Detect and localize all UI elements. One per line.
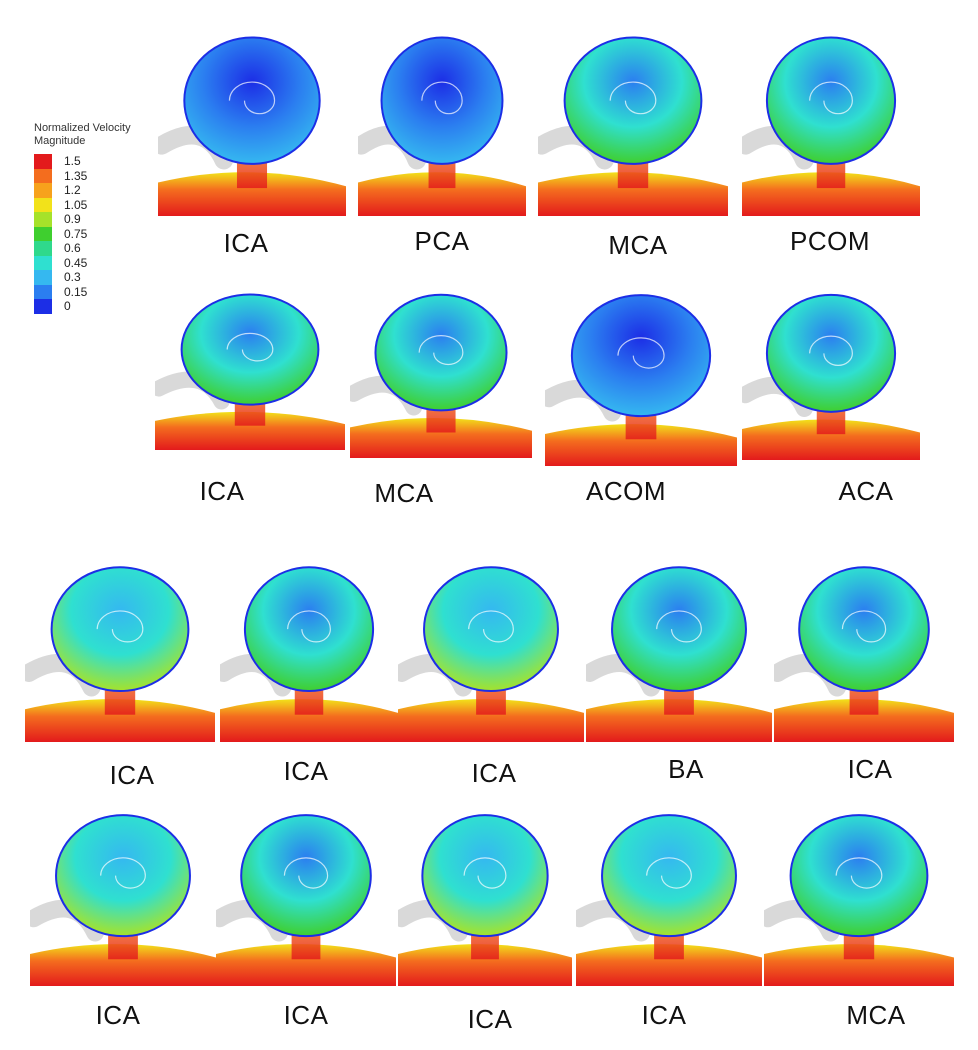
aneurysm-panel-10 bbox=[220, 560, 398, 742]
panel-label: ICA bbox=[847, 754, 893, 784]
aneurysm-panel-9 bbox=[25, 560, 215, 742]
aneurysm-panel-14 bbox=[30, 808, 216, 986]
velocity-rendering bbox=[398, 560, 584, 742]
panel-label: ICA bbox=[641, 1000, 687, 1030]
velocity-rendering bbox=[576, 808, 762, 986]
legend-value: 1.05 bbox=[64, 197, 88, 212]
legend-scale: 1.5 1.35 1.2 1.05 0.9 0.75 0.6 0.45 0.3 0.15 0 bbox=[34, 154, 174, 314]
velocity-rendering bbox=[358, 30, 526, 216]
aneurysm-panel-4 bbox=[742, 30, 920, 216]
legend-swatch bbox=[34, 284, 52, 299]
legend-swatch bbox=[34, 255, 52, 270]
velocity-rendering bbox=[742, 30, 920, 216]
legend-swatch bbox=[34, 226, 52, 241]
velocity-rendering bbox=[216, 808, 396, 986]
legend-entry: 1.35 bbox=[34, 168, 174, 183]
aneurysm-panel-12 bbox=[586, 560, 772, 742]
legend-entry: 0.9 bbox=[34, 212, 174, 227]
velocity-rendering bbox=[155, 288, 345, 450]
panel-label: ICA bbox=[283, 756, 329, 786]
legend-swatch bbox=[34, 183, 52, 198]
legend-value: 0.6 bbox=[64, 241, 81, 255]
panel-label: ACA bbox=[838, 476, 894, 506]
legend-entry: 0.3 bbox=[34, 270, 174, 285]
legend-entry: 1.2 bbox=[34, 183, 174, 198]
aneurysm-panel-3 bbox=[538, 30, 728, 216]
aneurysm-panel-5 bbox=[155, 288, 345, 450]
panel-label: ICA bbox=[95, 1000, 141, 1030]
panel-label: MCA bbox=[374, 478, 434, 508]
legend-entry: 0 bbox=[34, 299, 174, 314]
panel-label: PCOM bbox=[790, 226, 870, 256]
aneurysm-panel-8 bbox=[742, 288, 920, 460]
legend-value: 1.35 bbox=[64, 168, 88, 183]
panel-label: ICA bbox=[471, 758, 517, 788]
legend-value: 1.2 bbox=[64, 183, 81, 197]
panel-label: MCA bbox=[846, 1000, 906, 1030]
panel-label: PCA bbox=[414, 226, 470, 256]
velocity-rendering bbox=[350, 288, 532, 458]
aneurysm-panel-18 bbox=[764, 808, 954, 986]
aneurysm-panel-17 bbox=[576, 808, 762, 986]
panel-label: ICA bbox=[467, 1004, 513, 1034]
velocity-rendering bbox=[220, 560, 398, 742]
legend-value: 0.45 bbox=[64, 255, 88, 270]
legend-swatch bbox=[34, 212, 52, 227]
legend-entry: 0.45 bbox=[34, 255, 174, 270]
legend-value: 0 bbox=[64, 299, 71, 313]
panel-label: MCA bbox=[608, 230, 668, 260]
legend-swatch bbox=[34, 241, 52, 256]
aneurysm-panel-2 bbox=[358, 30, 526, 216]
legend-swatch bbox=[34, 168, 52, 183]
legend-swatch bbox=[34, 197, 52, 212]
aneurysm-panel-13 bbox=[774, 560, 954, 742]
panel-label: ICA bbox=[223, 228, 269, 258]
aneurysm-panel-16 bbox=[398, 808, 572, 986]
panel-label: ACOM bbox=[586, 476, 666, 506]
aneurysm-panel-7 bbox=[545, 288, 737, 466]
legend-value: 0.3 bbox=[64, 270, 81, 284]
velocity-legend: Normalized Velocity Magnitude 1.5 1.35 1.2… bbox=[34, 122, 174, 314]
legend-entry: 0.75 bbox=[34, 226, 174, 241]
legend-value: 1.5 bbox=[64, 154, 81, 168]
velocity-rendering bbox=[742, 288, 920, 460]
aneurysm-panel-15 bbox=[216, 808, 396, 986]
velocity-rendering bbox=[25, 560, 215, 742]
velocity-rendering bbox=[764, 808, 954, 986]
legend-swatch bbox=[34, 154, 52, 169]
velocity-rendering bbox=[158, 30, 346, 216]
legend-swatch bbox=[34, 299, 52, 314]
legend-value: 0.75 bbox=[64, 226, 88, 241]
panel-label: BA bbox=[668, 754, 704, 784]
velocity-rendering bbox=[545, 288, 737, 466]
panel-label: ICA bbox=[199, 476, 245, 506]
legend-value: 0.15 bbox=[64, 284, 88, 299]
panel-label: ICA bbox=[283, 1000, 329, 1030]
legend-title: Normalized Velocity Magnitude bbox=[34, 122, 131, 147]
panel-label: ICA bbox=[109, 760, 155, 790]
legend-entry: 1.5 bbox=[34, 154, 174, 169]
velocity-rendering bbox=[398, 808, 572, 986]
legend-entry: 1.05 bbox=[34, 197, 174, 212]
legend-entry: 0.6 bbox=[34, 241, 174, 256]
aneurysm-panel-1 bbox=[158, 30, 346, 216]
legend-entry: 0.15 bbox=[34, 284, 174, 299]
legend-value: 0.9 bbox=[64, 212, 81, 226]
velocity-rendering bbox=[538, 30, 728, 216]
aneurysm-panel-11 bbox=[398, 560, 584, 742]
aneurysm-panel-6 bbox=[350, 288, 532, 458]
velocity-rendering bbox=[586, 560, 772, 742]
velocity-rendering bbox=[774, 560, 954, 742]
legend-swatch bbox=[34, 270, 52, 285]
velocity-rendering bbox=[30, 808, 216, 986]
